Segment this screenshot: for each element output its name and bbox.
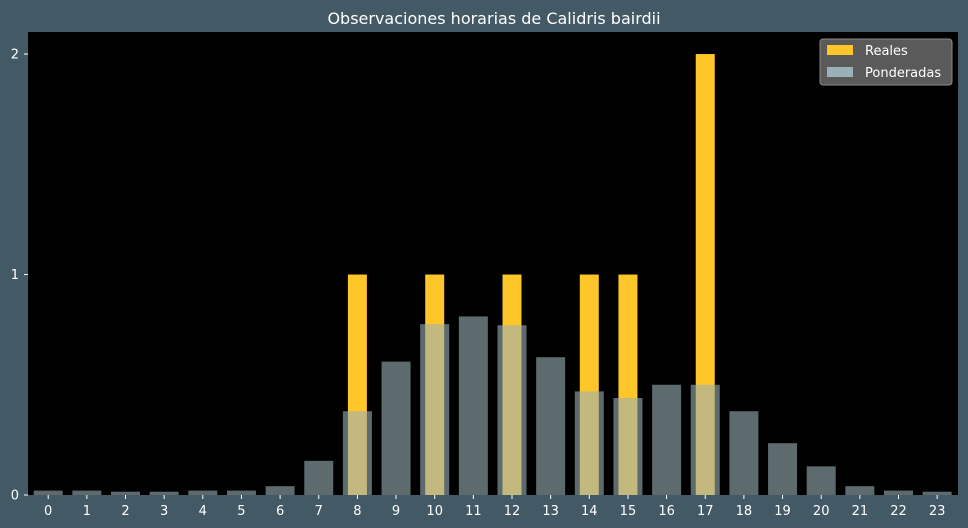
y-tick-label: 2	[11, 48, 19, 63]
x-tick-label: 15	[620, 504, 637, 519]
x-tick-label: 23	[929, 504, 946, 519]
bar-ponderadas-1	[72, 490, 102, 495]
x-tick-label: 21	[852, 504, 869, 519]
x-axis: 0 1 2 3 4 5 6 7 8 9 10 11 12 13 14 15 16 17 18 19 20 21 22 23	[44, 495, 945, 519]
bar-ponderadas-7	[304, 460, 334, 495]
y-tick-label: 0	[11, 489, 19, 504]
y-axis: 0 1 2	[11, 48, 28, 504]
x-tick-label: 0	[44, 504, 52, 519]
x-tick-label: 13	[542, 504, 559, 519]
bar-ponderadas-12	[497, 325, 527, 495]
bar-ponderadas-9	[381, 361, 411, 495]
bar-ponderadas-5	[226, 490, 256, 495]
bar-ponderadas-6	[265, 486, 295, 495]
x-tick-label: 9	[392, 504, 400, 519]
x-tick-label: 2	[121, 504, 129, 519]
legend-swatch-reales	[827, 45, 853, 55]
bar-ponderadas-2	[111, 491, 140, 495]
legend-label-ponderadas: Ponderadas	[865, 66, 941, 81]
bar-ponderadas-14	[574, 391, 604, 495]
bar-ponderadas-16	[652, 384, 682, 495]
x-tick-label: 16	[658, 504, 675, 519]
bar-ponderadas-21	[845, 486, 875, 495]
x-tick-label: 5	[237, 504, 245, 519]
bar-ponderadas-22	[884, 490, 913, 495]
x-tick-label: 18	[736, 504, 753, 519]
bar-ponderadas-17	[690, 384, 720, 495]
bar-ponderadas-8	[342, 411, 372, 495]
bar-ponderadas-3	[149, 491, 179, 495]
x-tick-label: 22	[890, 504, 907, 519]
x-tick-label: 6	[276, 504, 284, 519]
bar-ponderadas-4	[188, 490, 218, 495]
bar-ponderadas-19	[768, 443, 798, 495]
legend-swatch-ponderadas	[827, 67, 853, 77]
legend-label-reales: Reales	[865, 44, 908, 59]
bar-ponderadas-0	[33, 490, 63, 495]
x-tick-label: 11	[465, 504, 482, 519]
x-tick-label: 8	[353, 504, 361, 519]
legend: Reales Ponderadas	[819, 38, 953, 86]
x-tick-label: 3	[160, 504, 168, 519]
x-tick-label: 7	[315, 504, 323, 519]
x-tick-label: 19	[774, 504, 791, 519]
chart-title: Observaciones horarias de Calidris baird…	[327, 9, 660, 28]
x-tick-label: 14	[581, 504, 598, 519]
bar-ponderadas-10	[420, 324, 450, 495]
x-tick-label: 10	[426, 504, 443, 519]
bar-ponderadas-23	[922, 491, 952, 495]
series-ponderadas	[33, 316, 952, 495]
bar-ponderadas-20	[806, 466, 836, 495]
x-tick-label: 1	[83, 504, 91, 519]
x-tick-label: 4	[199, 504, 207, 519]
x-tick-label: 17	[697, 504, 714, 519]
x-tick-label: 20	[813, 504, 830, 519]
bar-ponderadas-18	[729, 411, 759, 495]
bar-ponderadas-11	[458, 316, 488, 495]
bar-ponderadas-15	[613, 397, 643, 495]
plot-area	[28, 32, 958, 495]
y-tick-label: 1	[11, 268, 19, 283]
x-tick-label: 12	[504, 504, 521, 519]
bar-ponderadas-13	[536, 357, 566, 495]
